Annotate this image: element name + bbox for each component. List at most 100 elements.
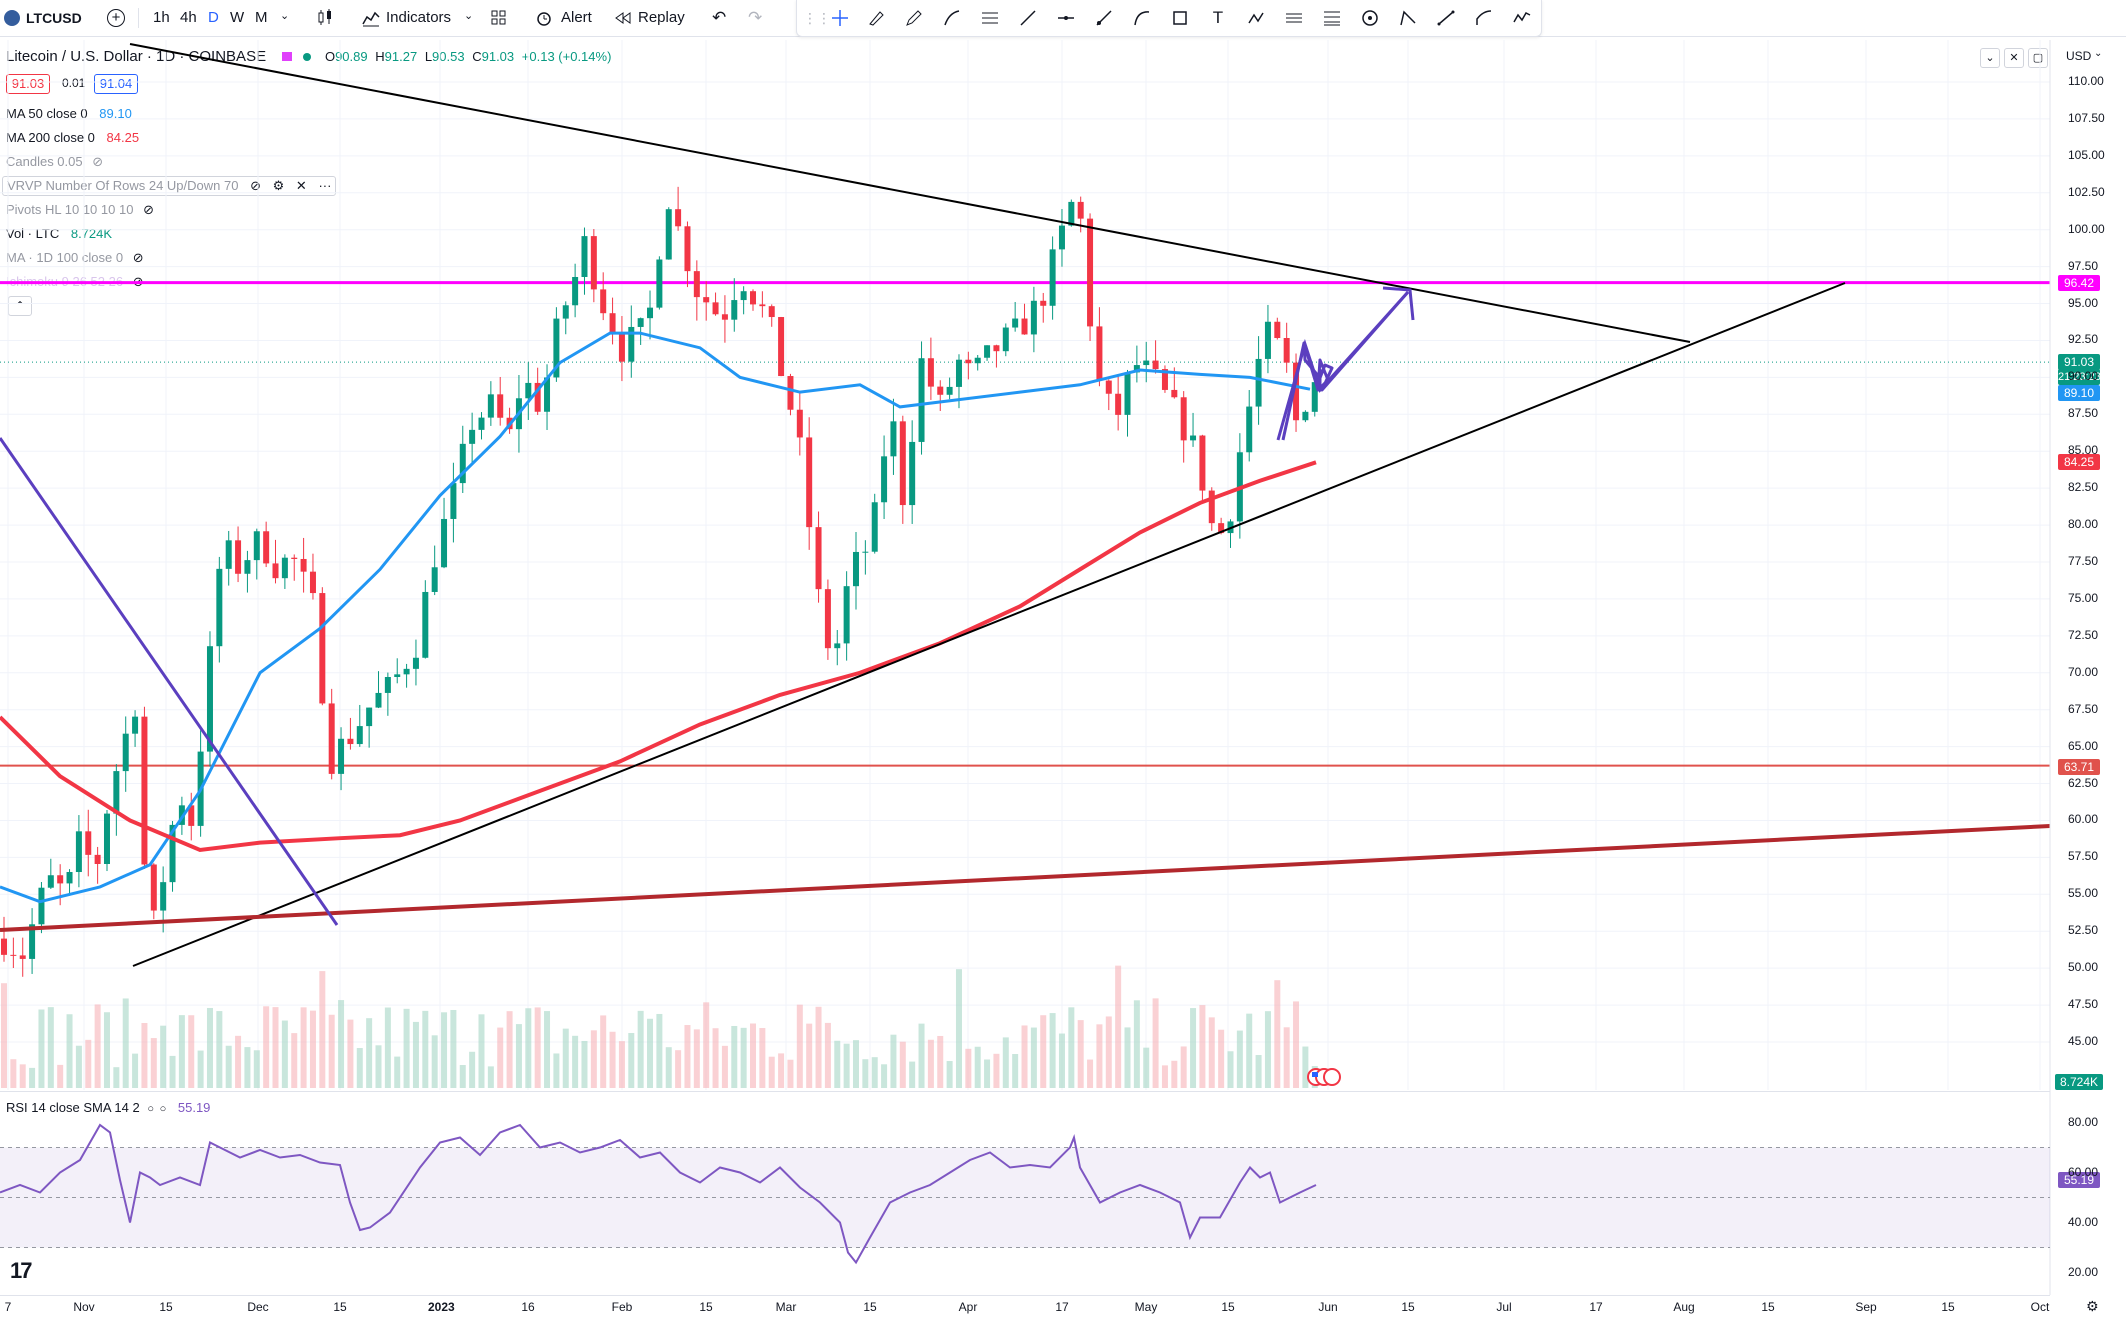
- bid-button[interactable]: 91.03: [6, 74, 50, 94]
- price-tick-label: 55.00: [2068, 886, 2099, 901]
- text-icon[interactable]: T: [1212, 8, 1224, 27]
- replay-button[interactable]: Replay: [638, 9, 685, 26]
- candle-body: [1255, 358, 1262, 407]
- forecast-icon[interactable]: [1437, 9, 1455, 27]
- legend-main: Litecoin / U.S. Dollar · 1D · COINBASE O…: [6, 48, 612, 65]
- more-icon[interactable]: ···: [318, 178, 332, 193]
- replay-icon[interactable]: [614, 9, 632, 32]
- volume-bar: [1049, 1013, 1056, 1088]
- triangle-pattern-icon[interactable]: [1399, 9, 1417, 27]
- eye-off-icon[interactable]: ⊘: [132, 274, 144, 289]
- indicators-icon[interactable]: [362, 9, 380, 27]
- eye-off-icon[interactable]: ⊘: [250, 178, 261, 193]
- legend-ma200[interactable]: MA 200 close 0 84.25: [6, 130, 140, 145]
- crosshair-icon[interactable]: [831, 9, 849, 27]
- candle-body: [1293, 362, 1300, 421]
- indicators-button[interactable]: Indicators: [386, 9, 452, 26]
- close-icon[interactable]: ✕: [295, 178, 307, 193]
- gann-circle-icon[interactable]: [1361, 9, 1379, 27]
- volume-bar: [656, 1013, 663, 1088]
- parallel-channel-icon[interactable]: [1285, 9, 1303, 27]
- volume-bar: [918, 1023, 925, 1088]
- collapse-icon[interactable]: ✕: [2004, 48, 2024, 68]
- color-swatch-icon[interactable]: [281, 52, 292, 61]
- chart-type-candles-icon[interactable]: [316, 8, 334, 26]
- rectangle-icon[interactable]: [1171, 9, 1189, 27]
- settings-gear-icon[interactable]: ⚙: [272, 178, 285, 193]
- ohlc-close: 91.03: [481, 49, 515, 64]
- ask-button[interactable]: 91.04: [94, 74, 138, 94]
- candle-body: [1190, 435, 1197, 441]
- horizontal-ray-icon[interactable]: [1057, 9, 1075, 27]
- candle-body: [309, 571, 316, 594]
- highlighter-icon[interactable]: [943, 9, 961, 27]
- legend-ma50[interactable]: MA 50 close 0 89.10: [6, 106, 132, 121]
- curve-icon[interactable]: [1133, 9, 1151, 27]
- chevron-down-icon[interactable]: ⌄: [280, 10, 290, 22]
- chevron-down-icon[interactable]: ⌄: [1980, 48, 2000, 68]
- eye-off-icon[interactable]: ⊘: [132, 250, 144, 265]
- legend-ichimoku-hidden[interactable]: Ichimoku 9 26 52 26 ⊘: [6, 274, 144, 289]
- candle-body: [1143, 360, 1150, 366]
- volume-bar: [881, 1064, 888, 1088]
- eye-icon[interactable]: ○: [147, 1103, 154, 1115]
- tradingview-logo-icon[interactable]: 17: [10, 1258, 33, 1283]
- time-axis-settings-icon[interactable]: ⚙: [2086, 1298, 2099, 1314]
- undo-icon[interactable]: ↶: [712, 8, 727, 27]
- interval-1h[interactable]: 1h: [153, 9, 170, 26]
- candles: [1, 186, 1318, 977]
- templates-grid-icon[interactable]: [490, 9, 508, 32]
- path-icon[interactable]: [1247, 9, 1265, 27]
- collapse-legend-button[interactable]: ⌃: [8, 296, 32, 316]
- alert-button[interactable]: Alert: [561, 9, 592, 26]
- pane-separator[interactable]: [0, 1091, 2050, 1092]
- symbol-search-button[interactable]: LTCUSD: [26, 10, 82, 26]
- chevron-down-icon[interactable]: ⌄: [2094, 48, 2103, 59]
- eye-off-icon[interactable]: ⊘: [92, 154, 104, 169]
- candle-body: [1264, 321, 1271, 359]
- legend-candles-hidden[interactable]: Candles 0.05 ⊘: [6, 154, 104, 169]
- legend-vrvp-hidden[interactable]: VRVP Number Of Rows 24 Up/Down 70 ⊘ ⚙ ✕ …: [2, 176, 337, 196]
- volume-bar: [637, 1010, 644, 1088]
- volume-bar: [169, 1055, 176, 1088]
- brush-icon[interactable]: [867, 9, 885, 27]
- interval-w[interactable]: W: [230, 9, 245, 26]
- drag-handle-icon[interactable]: ⋮⋮: [803, 10, 831, 26]
- pen-icon[interactable]: [905, 9, 923, 27]
- candle-body: [85, 831, 92, 855]
- legend-pivots-hidden[interactable]: Pivots HL 10 10 10 10 ⊘: [6, 202, 154, 217]
- rsi-legend[interactable]: RSI 14 close SMA 14 2 ○ ○ 55.19: [6, 1100, 211, 1115]
- trend-line-icon[interactable]: [1019, 9, 1037, 27]
- ray-icon[interactable]: [1095, 9, 1113, 27]
- legend-ma100-hidden[interactable]: MA · 1D 100 close 0 ⊘: [6, 250, 144, 265]
- symbol-title[interactable]: Litecoin / U.S. Dollar · 1D · COINBASE: [6, 48, 267, 65]
- eye-off-icon[interactable]: ⊘: [143, 202, 154, 217]
- currency-label[interactable]: USD: [2066, 49, 2092, 63]
- volume-bar: [19, 1064, 26, 1088]
- volume-bar: [1040, 1015, 1047, 1088]
- measure-icon[interactable]: [1475, 9, 1493, 27]
- alarm-clock-icon[interactable]: [535, 9, 553, 32]
- interval-d[interactable]: D: [208, 9, 219, 26]
- us-flag-icon[interactable]: [1306, 1068, 1342, 1086]
- add-symbol-icon[interactable]: +: [107, 9, 125, 27]
- chevron-down-icon[interactable]: ⌄: [464, 10, 474, 22]
- candle-body: [235, 540, 242, 574]
- volume-bar: [993, 1053, 1000, 1088]
- zigzag-icon[interactable]: [1513, 9, 1531, 27]
- candle-body: [984, 345, 991, 358]
- moving-averages: [0, 331, 1317, 904]
- settings-icon[interactable]: ○: [159, 1103, 167, 1115]
- volume-bar: [487, 1066, 494, 1088]
- interval-4h[interactable]: 4h: [180, 9, 197, 26]
- legend-volume[interactable]: Vol · LTC 8.724K: [6, 226, 113, 241]
- volume-bar: [1012, 1054, 1019, 1088]
- volume-bar: [1255, 1055, 1262, 1088]
- fib-lines-icon[interactable]: [981, 9, 999, 27]
- fib-retracement-icon[interactable]: [1323, 9, 1341, 27]
- interval-m[interactable]: M: [255, 9, 268, 26]
- redo-icon[interactable]: ↷: [748, 8, 763, 27]
- volume-bar: [384, 1007, 391, 1088]
- maximize-icon[interactable]: ▢: [2028, 48, 2048, 68]
